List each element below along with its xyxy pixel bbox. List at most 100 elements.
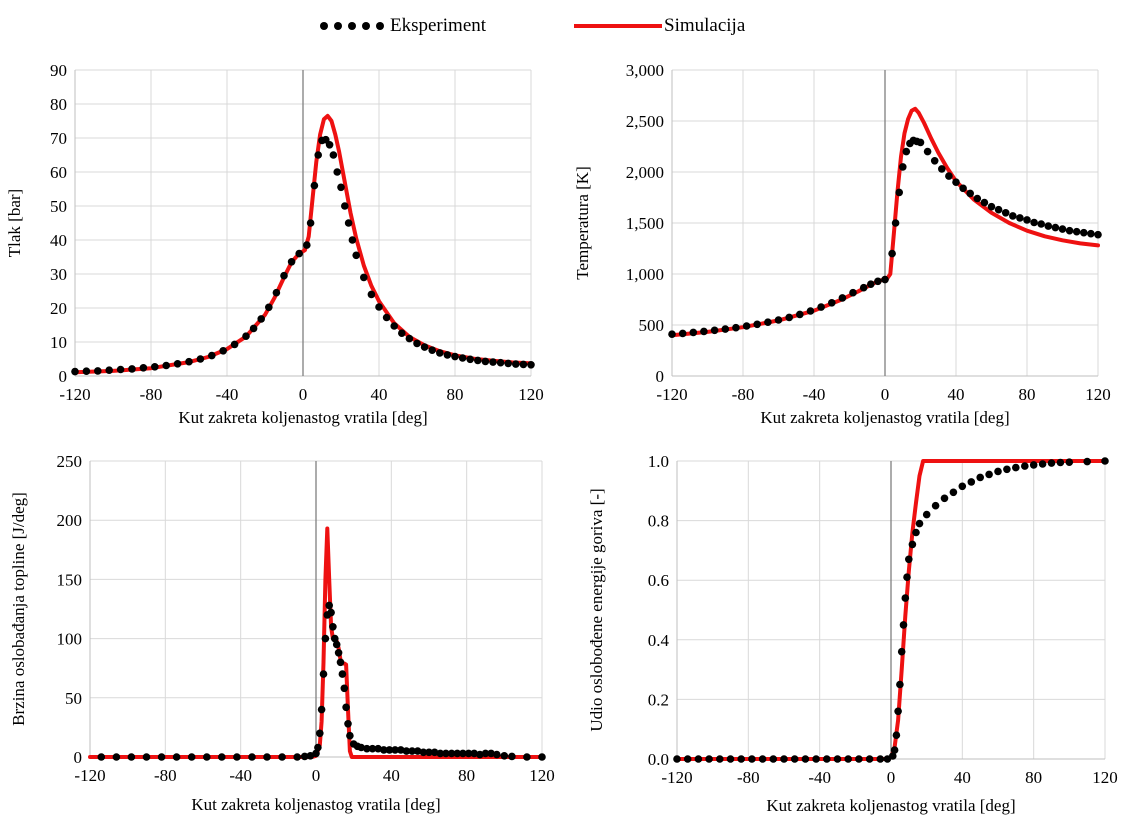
data-point-eksperiment	[230, 340, 239, 349]
y-tick-label: 1.0	[648, 452, 669, 471]
data-point-eksperiment	[321, 634, 330, 643]
data-point-eksperiment	[105, 366, 113, 375]
data-point-eksperiment	[985, 470, 993, 479]
data-point-eksperiment	[923, 147, 932, 156]
data-point-eksperiment	[1044, 222, 1053, 230]
series-eksperiment	[673, 457, 1109, 763]
data-point-eksperiment	[157, 753, 166, 761]
x-tick-label: 0	[312, 766, 321, 785]
data-point-eksperiment	[938, 165, 946, 173]
y-tick-label: 200	[57, 511, 83, 530]
x-tick-label: -40	[803, 385, 826, 404]
data-point-eksperiment	[1001, 209, 1010, 217]
data-point-eksperiment	[764, 318, 772, 327]
x-tick-label: 120	[1085, 385, 1111, 404]
data-point-eksperiment	[319, 670, 328, 678]
data-point-eksperiment	[1023, 216, 1031, 224]
data-point-eksperiment	[952, 178, 960, 186]
data-point-eksperiment	[402, 747, 411, 755]
data-point-eksperiment	[218, 753, 226, 761]
y-tick-label: 0.8	[648, 512, 669, 531]
data-point-eksperiment	[888, 249, 896, 258]
y-tick-label: 20	[50, 299, 67, 318]
data-point-eksperiment	[346, 731, 354, 740]
data-point-eksperiment	[512, 360, 520, 368]
data-point-eksperiment	[1021, 462, 1029, 470]
y-tick-label: 80	[50, 95, 67, 114]
data-point-eksperiment	[500, 752, 509, 760]
x-tick-label: 80	[1025, 768, 1042, 787]
data-point-eksperiment	[742, 322, 751, 330]
data-point-eksperiment	[97, 753, 106, 761]
data-point-eksperiment	[891, 219, 900, 227]
chart-temperature: -120 -80 -40 0 40 80 120 0 500 1,000 1,500 2,000 2,5…	[573, 61, 1111, 427]
data-point-eksperiment	[162, 361, 170, 370]
data-point-eksperiment	[219, 347, 227, 355]
data-point-eksperiment	[895, 188, 903, 197]
data-point-eksperiment	[726, 755, 735, 763]
data-point-eksperiment	[833, 755, 842, 763]
data-point-eksperiment	[332, 640, 341, 649]
data-point-eksperiment	[481, 749, 490, 758]
data-point-eksperiment	[908, 540, 917, 549]
data-point-eksperiment	[94, 367, 102, 375]
data-point-eksperiment	[341, 202, 349, 210]
chart-mass-fraction-burned: -120 -80 -40 0 40 80 120 0.0 0.2 0.4 0.6 0.8 1.0 Kut …	[587, 452, 1118, 815]
data-point-eksperiment	[945, 172, 953, 180]
data-point-eksperiment	[420, 343, 429, 351]
data-point-eksperiment	[817, 303, 825, 311]
data-point-eksperiment	[1101, 457, 1109, 465]
data-point-eksperiment	[838, 294, 847, 302]
x-tick-label: 40	[954, 768, 971, 787]
data-point-eksperiment	[331, 634, 339, 643]
data-point-eksperiment	[306, 219, 315, 227]
data-point-eksperiment	[430, 748, 439, 757]
data-point-eksperiment	[959, 184, 967, 193]
x-tick-label: -80	[154, 766, 177, 785]
y-tick-label: 30	[50, 265, 67, 284]
data-point-eksperiment	[233, 753, 241, 761]
x-tick-label: 120	[529, 766, 555, 785]
legend-item-experiment: Eksperiment	[320, 12, 486, 40]
data-point-eksperiment	[748, 755, 756, 763]
data-point-eksperiment	[374, 744, 382, 753]
y-tick-label: 60	[50, 163, 67, 182]
data-point-eksperiment	[737, 755, 745, 763]
data-point-eksperiment	[451, 352, 459, 361]
data-point-eksperiment	[496, 358, 505, 367]
series-eksperiment	[71, 135, 535, 376]
data-point-eksperiment	[203, 753, 211, 761]
data-point-eksperiment	[994, 205, 1003, 214]
data-point-eksperiment	[436, 749, 445, 758]
data-point-eksperiment	[300, 752, 309, 761]
data-point-eksperiment	[527, 361, 535, 369]
data-point-eksperiment	[470, 749, 479, 758]
data-point-eksperiment	[71, 367, 79, 376]
data-point-eksperiment	[436, 349, 444, 357]
x-tick-label: -120	[74, 766, 105, 785]
data-point-eksperiment	[915, 519, 924, 528]
data-point-eksperiment	[1058, 225, 1067, 233]
x-axis-label: Kut zakreta koljenastog vratila [deg]	[178, 408, 427, 427]
data-point-eksperiment	[295, 249, 304, 258]
data-point-eksperiment	[1094, 230, 1102, 239]
data-point-eksperiment	[967, 478, 976, 486]
data-point-eksperiment	[700, 327, 708, 336]
data-point-eksperiment	[774, 316, 783, 324]
data-point-eksperiment	[329, 151, 338, 159]
data-point-eksperiment	[481, 357, 490, 366]
data-point-eksperiment	[1038, 460, 1047, 468]
data-point-eksperiment	[333, 168, 342, 176]
data-point-eksperiment	[466, 355, 475, 364]
data-point-eksperiment	[398, 329, 406, 338]
data-point-eksperiment	[523, 753, 531, 761]
x-axis-label: Kut zakreta koljenastog vratila [deg]	[766, 796, 1015, 815]
chart-pressure: -120 -80 -40 0 40 80 120 0 10 20 30 40 50 60 70 80 90 Kut…	[5, 61, 544, 427]
data-point-eksperiment	[1016, 214, 1024, 222]
data-point-eksperiment	[1047, 459, 1056, 467]
series-eksperiment	[668, 136, 1102, 339]
data-point-eksperiment	[823, 755, 831, 763]
data-point-eksperiment	[310, 181, 319, 190]
data-point-eksperiment	[922, 510, 931, 519]
data-point-eksperiment	[336, 658, 345, 667]
